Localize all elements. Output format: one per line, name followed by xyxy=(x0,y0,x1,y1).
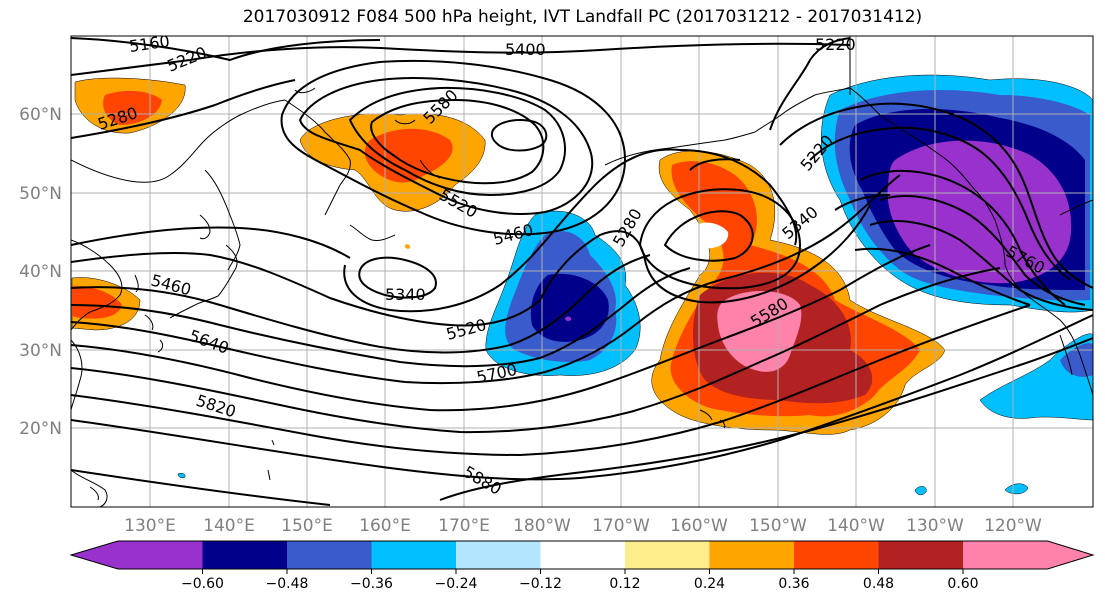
lat-label-20n: 20°N xyxy=(19,419,62,439)
colorbar-swatch xyxy=(456,541,541,569)
colorbar-swatch xyxy=(371,541,456,569)
lon-label-160w: 160°W xyxy=(670,516,728,536)
colorbar-tick-label: 0.36 xyxy=(778,576,809,592)
colorbar-over-arrow xyxy=(1047,541,1093,569)
lon-label-140w: 140°W xyxy=(827,516,885,536)
height-contours xyxy=(71,37,1093,506)
colorbar-swatch xyxy=(540,541,625,569)
colorbar-swatch xyxy=(878,541,963,569)
colorbar-tick-label: −0.48 xyxy=(266,576,309,592)
contour-label: 5220 xyxy=(815,35,856,54)
colorbar-under-arrow xyxy=(71,541,118,569)
lat-label-60n: 60°N xyxy=(19,105,62,125)
lon-label-150w: 150°W xyxy=(749,516,807,536)
lon-label-120w: 120°W xyxy=(984,516,1042,536)
longitude-labels: 130°E 140°E 150°E 160°E 170°E 180°W 170°… xyxy=(124,516,1042,536)
colorbar-swatch xyxy=(202,541,287,569)
contour-label: 5160 xyxy=(128,31,171,55)
lon-label-130w: 130°W xyxy=(906,516,964,536)
lat-label-50n: 50°N xyxy=(19,184,62,204)
graticule xyxy=(71,36,1093,507)
contour-label: 5340 xyxy=(385,285,426,304)
figure-title: 2017030912 F084 500 hPa height, IVT Land… xyxy=(242,7,923,27)
colorbar-swatch xyxy=(118,541,203,569)
lon-label-150e: 150°E xyxy=(281,516,333,536)
lon-label-180w: 180°W xyxy=(513,516,571,536)
lon-label-170w: 170°W xyxy=(592,516,650,536)
colorbar-tick-label: 0.60 xyxy=(947,576,978,592)
negative-ivt-anomaly-regions xyxy=(177,74,1093,496)
colorbar-swatch xyxy=(625,541,710,569)
colorbar: −0.60 −0.48 −0.36 −0.24 −0.12 0.12 0.24 … xyxy=(69,540,1095,592)
colorbar-tick-label: 0.24 xyxy=(694,576,725,592)
colorbar-tick-label: 0.48 xyxy=(863,576,894,592)
lon-label-170e: 170°E xyxy=(438,516,490,536)
lon-label-160e: 160°E xyxy=(359,516,411,536)
latitude-labels: 60°N 50°N 40°N 30°N 20°N xyxy=(19,105,62,439)
colorbar-tick-label: −0.36 xyxy=(350,576,393,592)
lat-label-40n: 40°N xyxy=(19,262,62,282)
colorbar-swatch xyxy=(709,541,794,569)
colorbar-tick-label: −0.60 xyxy=(181,576,224,592)
lon-label-140e: 140°E xyxy=(203,516,255,536)
colorbar-tick-label: −0.12 xyxy=(519,576,562,592)
colorbar-swatch xyxy=(287,541,372,569)
lat-label-30n: 30°N xyxy=(19,341,62,361)
colorbar-swatch xyxy=(963,541,1048,569)
lon-label-130e: 130°E xyxy=(124,516,176,536)
coastlines xyxy=(71,36,1093,507)
colorbar-swatch xyxy=(794,541,879,569)
colorbar-tick-label: 0.12 xyxy=(609,576,640,592)
map-canvas: 5160 5220 5400 5220 5280 5580 5520 5460 … xyxy=(71,31,1093,507)
colorbar-outline xyxy=(69,540,1095,570)
contour-label: 5400 xyxy=(505,40,546,59)
colorbar-tick-label: −0.24 xyxy=(435,576,478,592)
map-frame xyxy=(70,35,1094,508)
